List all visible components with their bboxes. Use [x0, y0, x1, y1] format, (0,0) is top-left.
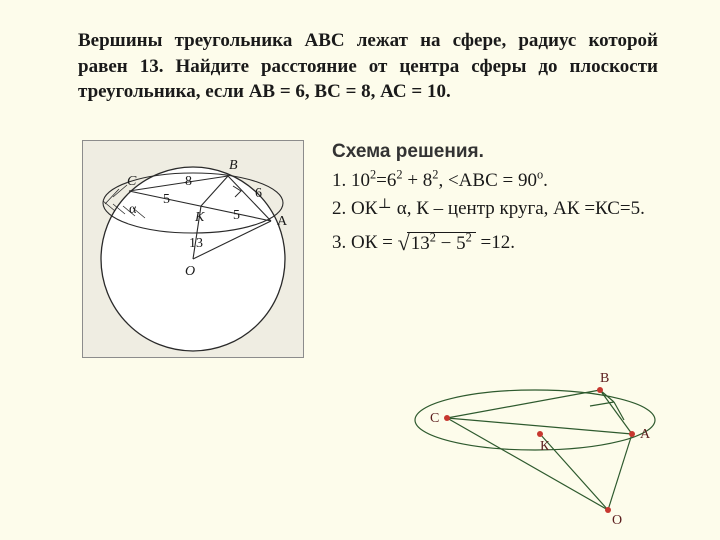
- fig2-label-B: В: [600, 371, 609, 386]
- step1-dot: .: [543, 170, 548, 191]
- solution-block: Схема решения. 1. 102=62 + 82, <АВС = 90…: [332, 138, 672, 257]
- fig1-label-K: K: [194, 210, 205, 225]
- fig2-label-O: О: [612, 513, 622, 528]
- step2-post: α, К – центр круга, АК =КС=5.: [392, 198, 645, 219]
- fig2-pt-K: [537, 431, 543, 437]
- fig2-pt-B: [597, 387, 603, 393]
- fig2-label-C: С: [430, 411, 439, 426]
- step1-mid1: =6: [376, 170, 396, 191]
- fig1-len-13: 13: [189, 236, 203, 251]
- fig1-len-8: 8: [185, 174, 192, 189]
- figure-plan: А В С К О: [400, 360, 680, 530]
- fig2-pt-O: [605, 507, 611, 513]
- fig2-pt-C: [444, 415, 450, 421]
- step3-sup-b: 2: [466, 230, 472, 244]
- fig1-label-A: A: [277, 214, 288, 229]
- step3-rad-a: 13: [411, 233, 430, 254]
- fig1-label-B: B: [229, 158, 238, 173]
- fig1-label-O: O: [185, 264, 195, 279]
- fig1-label-C: C: [127, 174, 137, 189]
- figure-sphere: A B C K O α 5 5 6 8 13: [82, 140, 304, 358]
- step3-radicand: 132 − 52: [407, 232, 476, 255]
- fig2-label-A: А: [640, 427, 651, 442]
- step3-post: =12.: [476, 232, 515, 253]
- step1-mid2: + 8: [403, 170, 433, 191]
- problem-statement: Вершины треугольника АВС лежат на сфере,…: [78, 28, 658, 105]
- solution-step-2: 2. ОК┴ α, К – центр круга, АК =КС=5.: [332, 195, 672, 224]
- fig2-labels: А В С К О: [430, 371, 651, 528]
- solution-title: Схема решения.: [332, 138, 672, 167]
- fig2-pt-A: [629, 431, 635, 437]
- solution-step-3: 3. ОК = √132 − 52 =12.: [332, 224, 672, 258]
- perp-icon: ┴: [377, 200, 392, 216]
- fig1-len-5b: 5: [233, 208, 240, 223]
- step1-pre: 1. 10: [332, 170, 370, 191]
- solution-step-1: 1. 102=62 + 82, <АВС = 90о.: [332, 167, 672, 196]
- step3-rad-minus: − 5: [436, 233, 466, 254]
- step1-post: , <АВС = 90: [438, 170, 537, 191]
- fig2-label-K: К: [540, 439, 550, 454]
- fig1-len-5a: 5: [163, 192, 170, 207]
- step3-pre: 3. ОК =: [332, 232, 398, 253]
- step2-pre: 2. ОК: [332, 198, 377, 219]
- fig1-label-alpha: α: [129, 202, 137, 217]
- fig1-len-6: 6: [255, 186, 262, 201]
